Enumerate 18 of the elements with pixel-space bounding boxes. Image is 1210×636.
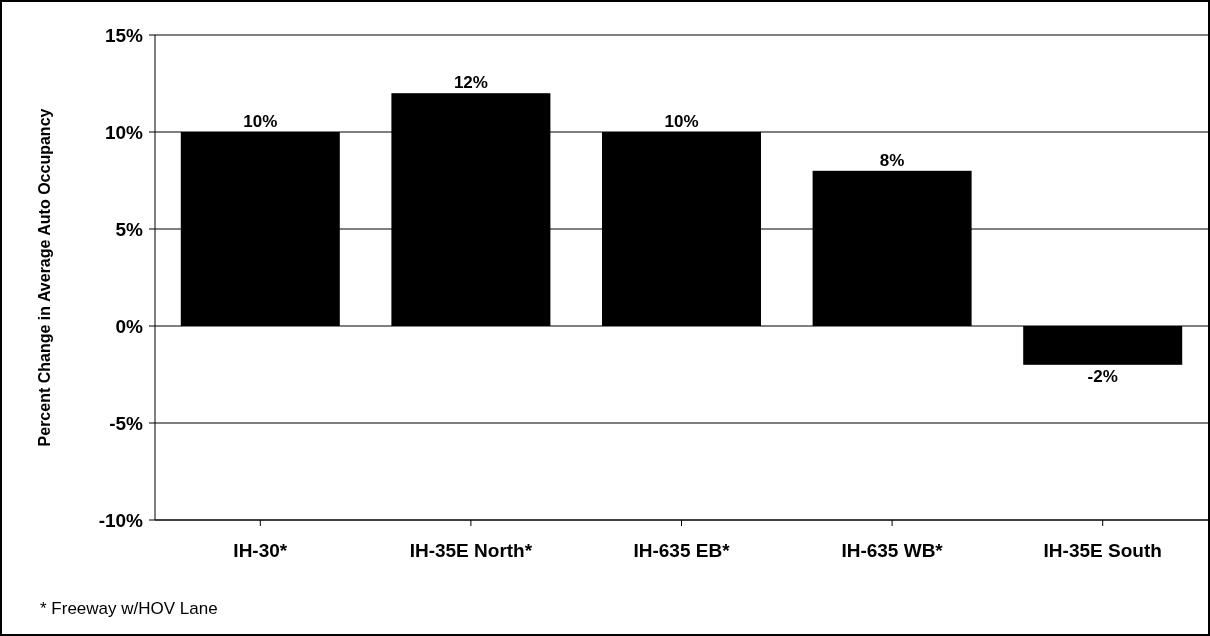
data-label: 12% [453,73,488,93]
y-tick-label: -5% [109,412,144,434]
y-tick-label: 5% [115,218,144,240]
y-tick-label: -10% [98,509,144,531]
data-label: -2% [1087,366,1118,386]
x-tick-label: IH-35E North* [409,540,533,561]
text: * Freeway w/HOV Lane [40,599,218,618]
x-tick-label: IH-635 WB* [841,540,944,561]
x-tick-label: IH-35E South [1043,540,1162,561]
data-label: 10% [664,112,699,131]
y-tick-label: 0% [115,315,144,337]
y-tick-label: 10% [104,121,144,143]
data-label: 10% [243,112,278,131]
x-tick-label: IH-635 EB* [633,540,731,561]
x-tick-label: IH-30* [233,540,288,561]
data-label: 8% [879,150,905,170]
y-tick-label: 15% [104,24,144,46]
y-axis-title: Percent Change in Average Auto Occupancy [36,108,53,447]
